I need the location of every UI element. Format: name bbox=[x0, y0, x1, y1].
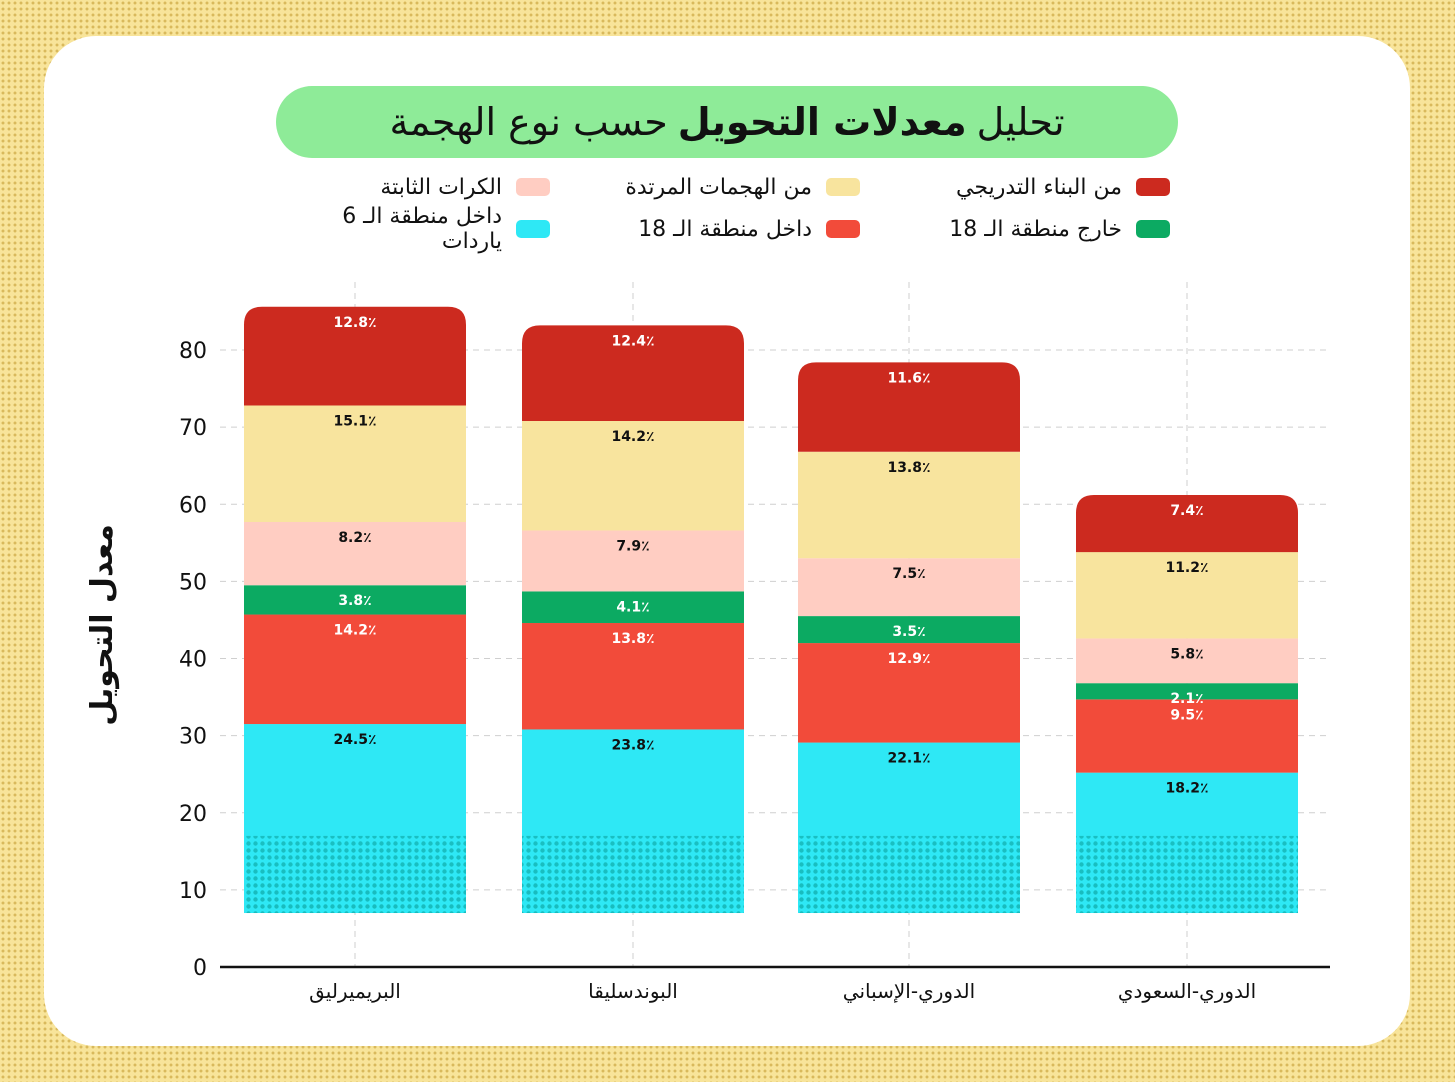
data-label: 8.2٪ bbox=[338, 530, 371, 546]
data-label: 22.1٪ bbox=[887, 751, 930, 767]
bar-segment bbox=[244, 614, 466, 725]
bar-segment bbox=[1076, 699, 1298, 773]
data-label: 13.8٪ bbox=[887, 460, 930, 476]
bar-segment bbox=[522, 420, 744, 531]
bar-segment bbox=[522, 530, 744, 592]
data-label: 11.2٪ bbox=[1165, 560, 1208, 576]
data-label: 3.5٪ bbox=[892, 624, 925, 640]
data-label: 12.8٪ bbox=[333, 315, 376, 331]
bar-segment bbox=[798, 362, 1020, 452]
bar-segment bbox=[244, 585, 466, 615]
title-part-1: تحليل bbox=[976, 100, 1065, 144]
y-tick-label: 50 bbox=[179, 570, 207, 595]
legend-swatch bbox=[516, 220, 550, 238]
y-tick-label: 30 bbox=[179, 725, 207, 750]
x-tick-label: البوندسليقا bbox=[588, 979, 678, 1003]
bar-segment bbox=[244, 521, 466, 586]
bar-segment bbox=[798, 558, 1020, 617]
y-axis-label: معدل التحويل bbox=[85, 524, 120, 726]
data-label: 14.2٪ bbox=[611, 429, 654, 445]
y-tick-label: 20 bbox=[179, 802, 207, 827]
halftone-texture bbox=[244, 835, 466, 914]
data-label: 12.9٪ bbox=[887, 651, 930, 667]
data-label: 14.2٪ bbox=[333, 623, 376, 639]
data-label: 7.9٪ bbox=[616, 538, 649, 554]
bar-segment bbox=[798, 451, 1020, 559]
legend-item: من البناء التدريجي bbox=[860, 172, 1170, 202]
legend-label: داخل منطقة الـ 18 bbox=[638, 216, 812, 242]
legend-label: خارج منطقة الـ 18 bbox=[949, 216, 1122, 242]
chart-title: تحليل معدلات التحويل حسب نوع الهجمة bbox=[276, 86, 1178, 158]
legend-swatch bbox=[826, 178, 860, 196]
legend-label: من الهجمات المرتدة bbox=[625, 174, 812, 200]
data-label: 4.1٪ bbox=[616, 599, 649, 615]
legend-swatch bbox=[1136, 220, 1170, 238]
data-label: 7.5٪ bbox=[892, 566, 925, 582]
legend-item: خارج منطقة الـ 18 bbox=[860, 214, 1170, 244]
legend-swatch bbox=[516, 178, 550, 196]
x-tick-label: الدوري-السعودي bbox=[1118, 979, 1256, 1004]
legend: من البناء التدريجي من الهجمات المرتدة الكر… bbox=[280, 172, 1170, 254]
bar-segment bbox=[798, 643, 1020, 743]
legend-item: داخل منطقة الـ 6 ياردات bbox=[280, 204, 550, 254]
y-tick-label: 0 bbox=[193, 956, 207, 981]
bar-segment bbox=[1076, 494, 1298, 553]
y-tick-label: 70 bbox=[179, 416, 207, 441]
data-label: 23.8٪ bbox=[611, 737, 654, 753]
data-label: 13.8٪ bbox=[611, 631, 654, 647]
data-label: 7.4٪ bbox=[1170, 503, 1203, 519]
data-label: 9.5٪ bbox=[1170, 707, 1203, 723]
legend-item: من الهجمات المرتدة bbox=[550, 172, 860, 202]
y-tick-label: 60 bbox=[179, 493, 207, 518]
legend-label: داخل منطقة الـ 6 ياردات bbox=[342, 204, 502, 254]
data-label: 11.6٪ bbox=[887, 370, 930, 386]
x-tick-label: البريميرليق bbox=[309, 979, 401, 1003]
legend-label: الكرات الثابتة bbox=[380, 174, 502, 200]
y-tick-label: 10 bbox=[179, 879, 207, 904]
data-label: 18.2٪ bbox=[1165, 781, 1208, 797]
bar-segment bbox=[522, 623, 744, 730]
legend-label: من البناء التدريجي bbox=[956, 174, 1122, 200]
data-label: 2.1٪ bbox=[1170, 691, 1203, 707]
legend-item: الكرات الثابتة bbox=[280, 172, 550, 202]
legend-item: داخل منطقة الـ 18 bbox=[550, 214, 860, 244]
legend-swatch bbox=[826, 220, 860, 238]
bar-segment bbox=[522, 325, 744, 421]
bar-segment bbox=[1076, 552, 1298, 639]
data-label: 3.8٪ bbox=[338, 593, 371, 609]
y-tick-label: 40 bbox=[179, 648, 207, 673]
bar-segment bbox=[244, 405, 466, 522]
halftone-texture bbox=[522, 835, 744, 914]
bar-segment bbox=[1076, 683, 1298, 700]
data-label: 12.4٪ bbox=[611, 333, 654, 349]
bar-segment bbox=[1076, 638, 1298, 684]
data-label: 24.5٪ bbox=[333, 732, 376, 748]
y-tick-label: 80 bbox=[179, 339, 207, 364]
title-part-2: حسب نوع الهجمة bbox=[389, 100, 668, 144]
bar-segment bbox=[798, 616, 1020, 644]
x-tick-label: الدوري-الإسباني bbox=[843, 979, 975, 1004]
bar-segment bbox=[522, 591, 744, 624]
legend-swatch bbox=[1136, 178, 1170, 196]
data-label: 15.1٪ bbox=[333, 414, 376, 430]
bar-segment bbox=[244, 306, 466, 406]
data-label: 5.8٪ bbox=[1170, 646, 1203, 662]
halftone-texture bbox=[798, 835, 1020, 914]
title-bold: معدلات التحويل bbox=[677, 100, 967, 144]
halftone-texture bbox=[1076, 835, 1298, 914]
